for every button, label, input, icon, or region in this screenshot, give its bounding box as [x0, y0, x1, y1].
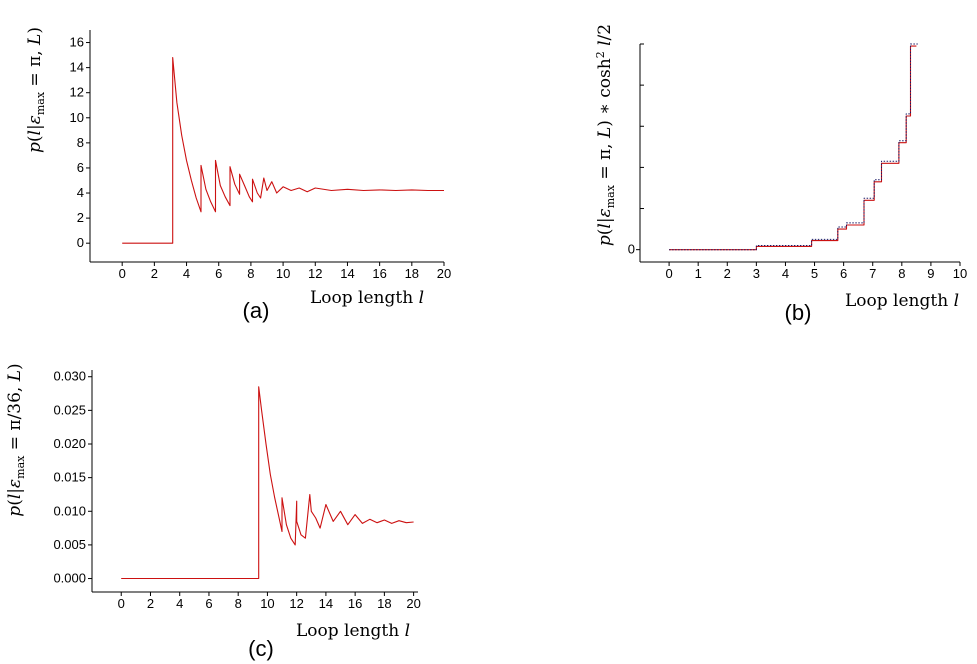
x-tick-label: 5	[811, 266, 818, 281]
x-tick-label: 0	[665, 266, 672, 281]
panel-b-letter: (b)	[785, 300, 812, 325]
x-tick-label: 6	[205, 596, 212, 611]
y-tick-label: 2	[77, 210, 84, 225]
y-tick-label: 12	[70, 85, 84, 100]
panel-b-series-line-1	[669, 45, 917, 251]
y-tick-label: 0.000	[53, 571, 86, 586]
x-tick-label: 2	[147, 596, 154, 611]
y-tick-label: 0	[77, 235, 84, 250]
panel-c-x-label: Loop length l	[296, 621, 410, 641]
panel-a-letter: (a)	[243, 298, 270, 323]
panel-a-x-label: Loop length l	[310, 288, 424, 308]
y-tick-label: 0.025	[53, 402, 86, 417]
y-tick-label: 0.010	[53, 503, 86, 518]
x-tick-label: 12	[289, 596, 303, 611]
x-tick-label: 2	[724, 266, 731, 281]
x-tick-label: 16	[372, 266, 386, 281]
panel-a: 0 2 4 6 8 10 12 14 16 18 20 0 2 4 6 8 10 12 14 16	[70, 30, 451, 281]
x-tick-label: 4	[782, 266, 789, 281]
y-tick-label: 14	[70, 60, 84, 75]
x-tick-label: 1	[695, 266, 702, 281]
x-tick-label: 18	[405, 266, 419, 281]
panel-c-series-line-1	[121, 386, 414, 580]
x-tick-label: 6	[840, 266, 847, 281]
x-tick-label: 7	[869, 266, 876, 281]
x-tick-label: 10	[276, 266, 290, 281]
x-tick-label: 16	[348, 596, 362, 611]
x-tick-label: 14	[340, 266, 354, 281]
x-tick-label: 0	[119, 266, 126, 281]
x-tick-label: 12	[308, 266, 322, 281]
y-tick-label: 16	[70, 35, 84, 50]
x-tick-label: 18	[377, 596, 391, 611]
x-tick-label: 4	[183, 266, 190, 281]
panel-c-y-label: p(l|εmax = π/36, L)	[5, 363, 27, 516]
panel-c: 0 2 4 6 8 10 12 14 16 18 20 0.000 0.005 0.010 0.015 0.0…	[53, 369, 420, 611]
x-tick-label: 10	[953, 266, 967, 281]
y-tick-label: 6	[77, 160, 84, 175]
y-tick-label: 0	[628, 242, 635, 257]
panel-b-series-line-2	[669, 43, 918, 251]
x-tick-label: 9	[927, 266, 934, 281]
y-tick-label: 8	[77, 135, 84, 150]
x-tick-label: 0	[118, 596, 125, 611]
x-tick-label: 2	[151, 266, 158, 281]
x-tick-label: 3	[753, 266, 760, 281]
y-tick-label: 0.030	[53, 369, 86, 384]
panel-b-x-label: Loop length l	[845, 291, 959, 311]
panel-b-y-label: p(l|εmax = π, L) ∗ cosh2 l/2	[594, 24, 617, 246]
x-tick-label: 20	[406, 596, 420, 611]
y-tick-label: 10	[70, 110, 84, 125]
panel-b: 0 1 2 3 4 5 6 7 8 9 10 0	[628, 43, 967, 281]
panel-c-letter: (c)	[248, 636, 274, 661]
x-tick-label: 14	[319, 596, 333, 611]
x-tick-label: 8	[898, 266, 905, 281]
x-tick-label: 6	[215, 266, 222, 281]
panel-a-series-line-1	[122, 57, 444, 244]
x-tick-label: 8	[247, 266, 254, 281]
x-tick-label: 8	[235, 596, 242, 611]
y-tick-label: 0.005	[53, 537, 86, 552]
y-tick-label: 4	[77, 185, 84, 200]
x-tick-label: 10	[260, 596, 274, 611]
y-tick-label: 0.020	[53, 436, 86, 451]
x-tick-label: 20	[437, 266, 451, 281]
y-tick-label: 0.015	[53, 470, 86, 485]
x-tick-label: 4	[176, 596, 183, 611]
panel-a-y-label: p(l|εmax = π, L)	[25, 27, 47, 153]
